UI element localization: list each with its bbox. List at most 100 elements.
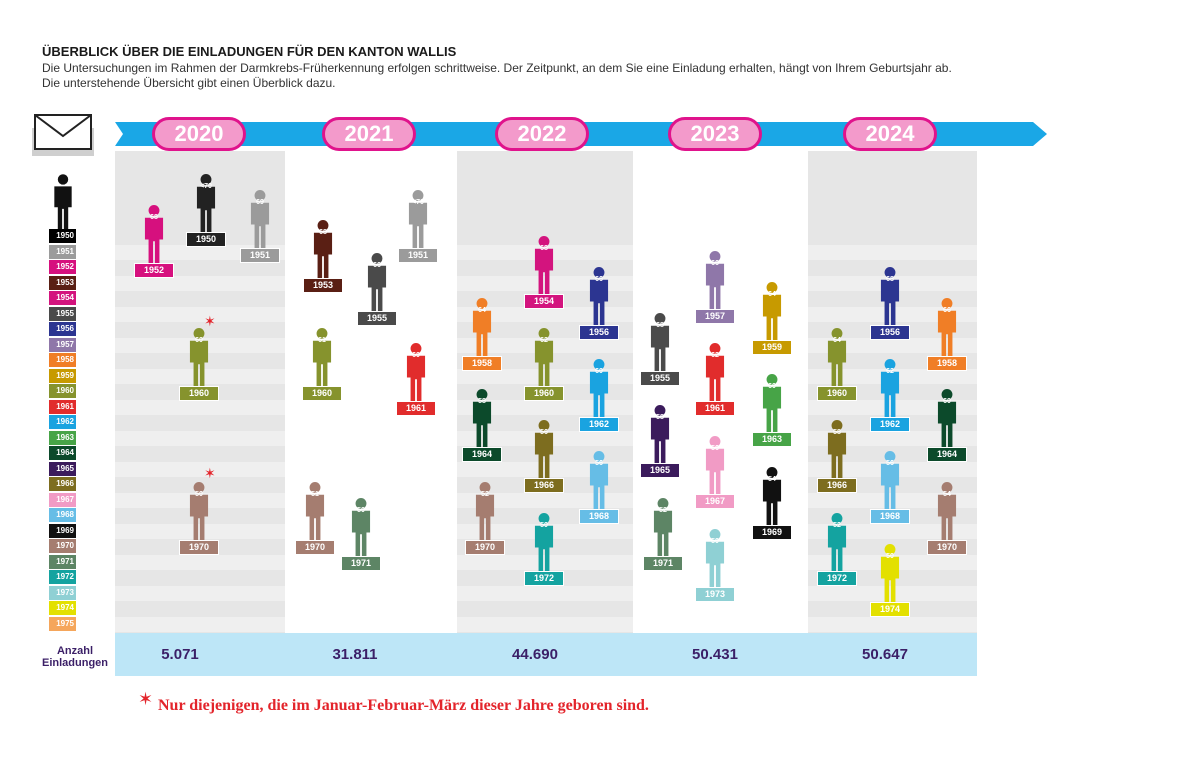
person-icon <box>937 298 957 356</box>
legend-year-1956: 1956 <box>49 322 76 336</box>
person-icon <box>827 420 847 478</box>
person-icon <box>827 328 847 386</box>
person-figure-1960: 64 1960 <box>817 328 857 404</box>
age-label: 56 <box>711 445 719 452</box>
person-figure-1961: 62 1961 <box>695 343 735 419</box>
birth-year-badge: 1968 <box>579 509 619 524</box>
legend-year-1972: 1972 <box>49 570 76 584</box>
person-figure-1958: 64 1958 <box>462 298 502 374</box>
age-label: 64 <box>833 337 841 344</box>
age-label: 68 <box>886 276 894 283</box>
person-figure-1955: 68 1955 <box>640 313 680 389</box>
legend-year-1967: 1967 <box>49 492 76 507</box>
birth-year-badge: 1953 <box>303 278 343 293</box>
person-figure-1965: 58 1965 <box>640 405 680 481</box>
birth-year-badge: 1974 <box>870 602 910 617</box>
asterisk-icon: ✶ <box>138 689 154 709</box>
person-icon <box>827 513 847 571</box>
person-icon <box>534 328 554 386</box>
person-figure-1966: 56 1966 <box>524 420 564 496</box>
birth-year-badge: 1970 <box>295 540 335 555</box>
age-label: <70 <box>200 183 212 190</box>
birth-year-badge: 1955 <box>357 311 397 326</box>
age-label: 64 <box>768 291 776 298</box>
legend-year-1964: 1964 <box>49 446 76 460</box>
age-label: 68 <box>656 322 664 329</box>
birth-year-badge: 1973 <box>695 587 735 602</box>
legend-year-1961: 1961 <box>49 399 76 414</box>
person-icon <box>534 420 554 478</box>
person-icon <box>653 498 673 556</box>
person-figure-1950: <70 1950 <box>186 174 226 250</box>
person-icon <box>937 482 957 540</box>
person-figure-1970: 52 1970 <box>465 482 505 558</box>
age-label: 50 <box>195 491 203 498</box>
age-label: 69 <box>256 199 264 206</box>
legend-year-1951: 1951 <box>49 244 76 259</box>
person-icon <box>650 405 670 463</box>
person-icon <box>589 267 609 325</box>
birth-year-badge: 1965 <box>640 463 680 478</box>
legend-year-1968: 1968 <box>49 508 76 522</box>
count-2021: 31.811 <box>332 646 378 663</box>
person-figure-1971: 52 1971 <box>643 498 683 574</box>
person-figure-1967: 56 1967 <box>695 436 735 512</box>
person-icon <box>189 328 209 386</box>
age-label: 64 <box>478 307 486 314</box>
birth-year-badge: 1956 <box>870 325 910 340</box>
legend-year-1957: 1957 <box>49 337 76 352</box>
row-band <box>115 616 977 632</box>
count-bar <box>115 633 977 676</box>
person-figure-1951: 69 1951 <box>240 190 280 266</box>
age-label: 60 <box>195 337 203 344</box>
birth-year-badge: 1950 <box>186 232 226 247</box>
count-2022: 44.690 <box>512 646 558 663</box>
age-label: 62 <box>711 352 719 359</box>
legend-year-1969: 1969 <box>49 523 76 538</box>
person-figure-1968: 56 1968 <box>579 451 619 527</box>
person-figure-1972: 52 1972 <box>817 513 857 589</box>
person-icon <box>705 251 725 309</box>
age-label: 58 <box>656 414 664 421</box>
age-label: 54 <box>768 476 776 483</box>
person-icon <box>305 482 325 540</box>
person-figure-1958: 66 1958 <box>927 298 967 374</box>
age-label: 60 <box>768 383 776 390</box>
person-icon <box>50 174 76 235</box>
person-icon <box>313 220 333 278</box>
person-figure-1962: 60 1962 <box>579 359 619 435</box>
person-icon <box>762 467 782 525</box>
person-figure-1971: 50 1971 <box>341 498 381 574</box>
person-icon <box>705 529 725 587</box>
intro-line-1: Die Untersuchungen im Rahmen der Darmkre… <box>42 61 952 75</box>
age-label: 50 <box>886 553 894 560</box>
person-figure-1956: 66 1956 <box>579 267 619 343</box>
age-label: 66 <box>711 260 719 267</box>
person-figure-1963: 60 1963 <box>752 374 792 450</box>
birth-year-badge: 1964 <box>462 447 502 462</box>
birth-year-badge: 1960 <box>179 386 219 401</box>
birth-year-badge: 1966 <box>817 478 857 493</box>
age-label: 62 <box>540 337 548 344</box>
person-figure-1970: 50 1970 <box>179 482 219 558</box>
person-figure-1970: 54 1970 <box>927 482 967 558</box>
year-2020: 2020 <box>152 117 246 151</box>
person-figure-1962: 62 1962 <box>870 359 910 435</box>
person-icon <box>705 343 725 401</box>
envelope-icon <box>32 114 94 156</box>
person-icon <box>475 482 495 540</box>
age-label: 60 <box>412 352 420 359</box>
person-figure-1964: 58 1964 <box>462 389 502 465</box>
row-band <box>115 306 977 322</box>
person-figure-1955: 66 1955 <box>357 253 397 329</box>
year-2024: 2024 <box>843 117 937 151</box>
age-label: 56 <box>540 429 548 436</box>
birth-year-badge: 1951 <box>240 248 280 263</box>
year-2023: 2023 <box>668 117 762 151</box>
person-icon <box>705 436 725 494</box>
person-icon <box>762 282 782 340</box>
age-label: 66 <box>373 262 381 269</box>
birth-year-badge: 1954 <box>524 294 564 309</box>
person-icon <box>762 374 782 432</box>
person-icon <box>196 174 216 232</box>
